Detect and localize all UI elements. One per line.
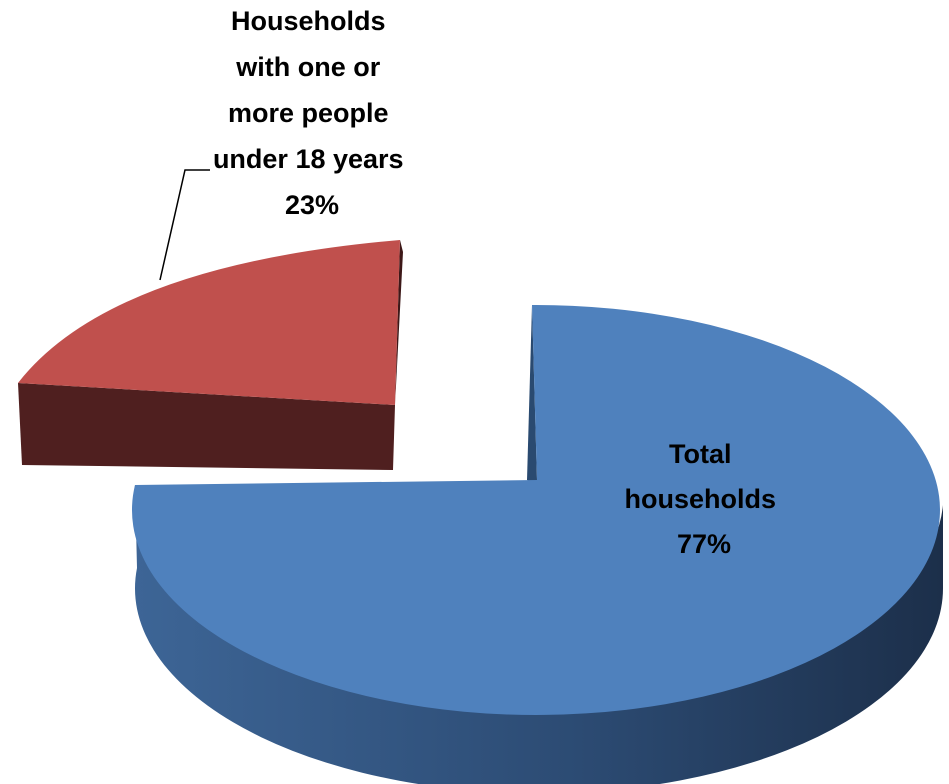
label-under-18-line-2: with one or <box>235 52 380 82</box>
label-under-18-line-3: more people <box>228 98 389 128</box>
pie-slice-under-18-top <box>18 240 400 405</box>
label-total-households-value: 77% <box>677 529 731 559</box>
pie-slice-total-households <box>131 304 944 784</box>
pie-slice-under-18-side <box>18 383 395 470</box>
pie-slice-under-18 <box>18 240 403 470</box>
label-under-18-line-4: under 18 years <box>213 144 404 174</box>
label-under-18-value: 23% <box>285 190 339 220</box>
label-total-households-line-1: Total <box>669 439 732 469</box>
label-total-households: Total households 77% <box>624 439 783 559</box>
pie-slice-total-households-side <box>134 485 944 784</box>
label-under-18: Households with one or more people under… <box>213 6 411 220</box>
label-under-18-line-1: Households <box>231 6 386 36</box>
pie-slice-total-households-top <box>131 304 940 715</box>
label-total-households-line-2: households <box>624 484 776 514</box>
pie-slice-total-households-wall <box>527 305 537 485</box>
pie-slice-under-18-wall <box>393 240 403 470</box>
leader-line <box>159 169 210 281</box>
